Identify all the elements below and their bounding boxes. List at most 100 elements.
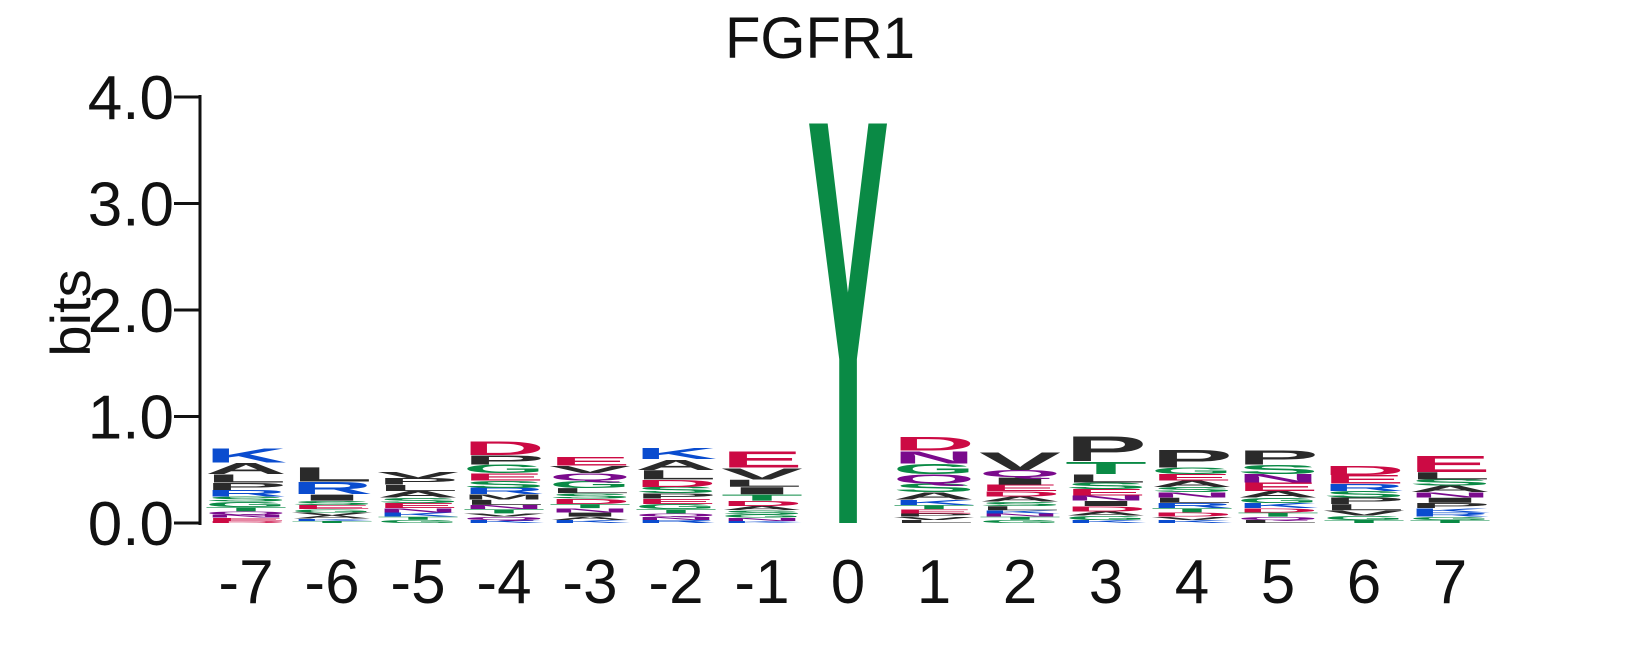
logo-letter-A: A <box>291 515 373 520</box>
logo-letter-K: K <box>205 444 287 467</box>
x-tick-label: 5 <box>1261 548 1295 617</box>
logo-letter-I: I <box>1065 499 1147 507</box>
logo-letter-D: D <box>549 497 631 505</box>
logo-letter-V: V <box>1151 516 1233 521</box>
logo-letter-R: R <box>291 479 373 499</box>
logo-letter-E: E <box>1323 473 1405 486</box>
logo-letter-K: K <box>549 519 631 524</box>
logo-letter-L: L <box>549 487 631 495</box>
x-tick-label: -2 <box>648 548 703 617</box>
logo-letter-E: E <box>1065 487 1147 497</box>
logo-letter-T: T <box>549 503 631 510</box>
logo-letter-L: L <box>1237 519 1319 524</box>
logo-letter-S: S <box>1151 486 1233 494</box>
y-tick-label: 3.0 <box>88 171 174 240</box>
logo-letter-R: R <box>1323 482 1405 493</box>
logo-letter-Q: Q <box>463 516 545 521</box>
logo-letter-T: T <box>1237 511 1319 518</box>
logo-letter-T: T <box>1151 507 1233 514</box>
logo-letter-Q: Q <box>979 468 1061 479</box>
logo-letter-I: I <box>549 511 631 518</box>
logo-letter-P: P <box>377 477 459 487</box>
logo-letter-G: G <box>549 479 631 490</box>
logo-letter-S: S <box>979 501 1061 508</box>
logo-letter-T: T <box>1323 519 1405 524</box>
logo-letter-L: L <box>1323 502 1405 512</box>
logo-letter-I: I <box>291 493 373 503</box>
x-tick-label: -4 <box>476 548 531 617</box>
logo-letter-Q: Q <box>1237 516 1319 521</box>
logo-letter-N: N <box>463 504 545 511</box>
logo-letter-L: L <box>635 468 717 483</box>
logo-letter-Q: Q <box>205 510 287 515</box>
logo-letter-K: K <box>1237 502 1319 510</box>
logo-letter-L: L <box>1065 472 1147 485</box>
logo-letter-G: G <box>1065 514 1147 521</box>
x-tick-label: -5 <box>390 548 445 617</box>
logo-letter-E: E <box>549 455 631 468</box>
logo-letter-V: V <box>1323 509 1405 517</box>
logo-letter-K: K <box>635 445 717 463</box>
logo-letter-D: D <box>979 490 1061 498</box>
logo-letter-R: R <box>1151 502 1233 510</box>
logo-letter-P: P <box>893 513 975 518</box>
logo-letter-G: G <box>635 503 717 511</box>
logo-letter-L: L <box>291 463 373 486</box>
logo-letter-P: P <box>1409 502 1491 510</box>
logo-letter-G: G <box>721 514 803 519</box>
logo-letter-T: T <box>377 516 459 521</box>
logo-letter-A: A <box>205 460 287 478</box>
logo-letter-E: E <box>893 508 975 515</box>
logo-letter-M: M <box>463 493 545 501</box>
y-tick-label: 4.0 <box>88 64 174 133</box>
logo-letter-Q: Q <box>893 472 975 487</box>
logo-letter-E: E <box>979 483 1061 493</box>
logo-letter-N: N <box>205 514 287 519</box>
logo-letter-V: V <box>291 512 373 517</box>
logo-letter-E: E <box>1151 473 1233 483</box>
logo-letter-T: T <box>721 493 803 503</box>
logo-letter-V: V <box>377 470 459 480</box>
logo-letter-S: S <box>893 482 975 495</box>
logo-letter-G: G <box>1323 514 1405 521</box>
logo-letter-N: N <box>635 516 717 521</box>
letter-stacks: DENQTGSRPLAKTKAVGESIRLGTKNESALPVKQVTNLMR… <box>205 0 1491 646</box>
logo-letter-Q: Q <box>549 471 631 482</box>
logo-letter-S: S <box>721 509 803 516</box>
x-tick-label: 7 <box>1433 548 1467 617</box>
logo-letter-A: A <box>549 516 631 521</box>
x-tick-label: 4 <box>1175 548 1209 617</box>
logo-letter-A: A <box>635 457 717 473</box>
logo-letter-K: K <box>1065 519 1147 524</box>
logo-letter-N: N <box>549 507 631 514</box>
logo-letter-E: E <box>1237 480 1319 493</box>
logo-letter-L: L <box>205 472 287 485</box>
logo-letter-T: T <box>893 504 975 511</box>
logo-letter-L: L <box>463 498 545 506</box>
logo-letter-E: E <box>377 502 459 510</box>
logo-letter-S: S <box>1065 481 1147 491</box>
logo-letter-S: S <box>205 495 287 503</box>
logo-letter-T: T <box>205 506 287 513</box>
logo-letter-K: K <box>1409 507 1491 514</box>
logo-letter-K: K <box>463 519 545 524</box>
x-axis: -7 -6 -5 -4 -3 -2 -1 0 1 2 3 4 5 6 7 <box>218 548 1467 617</box>
logo-letter-T: T <box>1409 519 1491 524</box>
logo-letter-T: T <box>291 520 373 523</box>
x-tick-label: 2 <box>1003 548 1037 617</box>
logo-letter-S: S <box>549 492 631 500</box>
logo-letter-L: L <box>1409 470 1491 481</box>
logo-letter-R: R <box>635 519 717 524</box>
logo-letter-P: P <box>463 453 545 468</box>
